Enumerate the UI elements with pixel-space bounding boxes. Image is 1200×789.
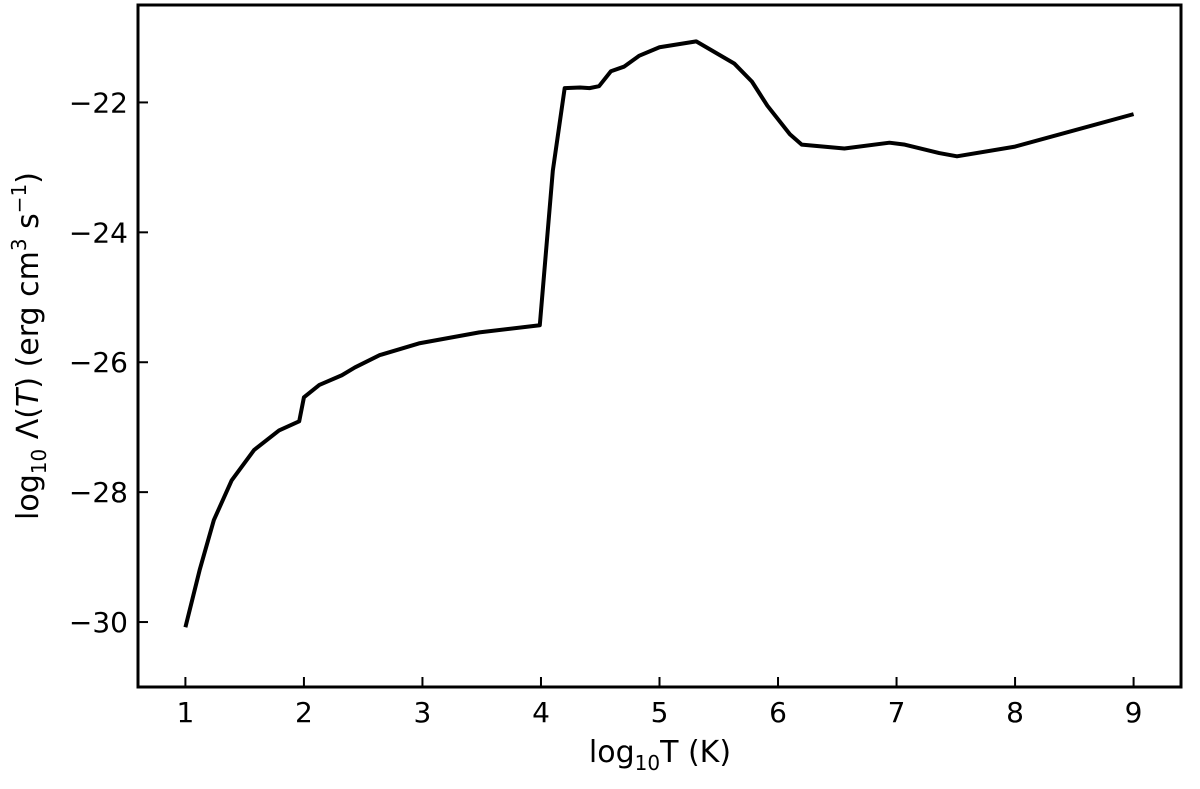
y-label-part: Λ( xyxy=(11,407,46,449)
x-tick-label: 9 xyxy=(1125,696,1143,729)
x-label-part: T (K) xyxy=(659,735,731,770)
x-label-part: log xyxy=(589,735,635,770)
x-tick-label: 1 xyxy=(176,696,194,729)
y-label-part: ) xyxy=(11,172,46,184)
y-axis-label: log10 Λ(T) (erg cm3 s−1) xyxy=(7,172,51,520)
y-label-part: 10 xyxy=(27,449,51,474)
x-axis-label: log10T (K) xyxy=(589,735,731,775)
y-label-part: −1 xyxy=(7,184,31,213)
y-label-part: s xyxy=(11,213,46,238)
y-tick-label: −30 xyxy=(69,606,128,639)
y-label-part: ) (erg cm xyxy=(11,251,46,389)
x-tick-label: 7 xyxy=(888,696,906,729)
plot-frame xyxy=(136,3,1183,689)
x-tick-label: 8 xyxy=(1006,696,1024,729)
x-tick-label: 3 xyxy=(414,696,432,729)
x-label-part: 10 xyxy=(635,751,660,775)
y-label-part: log xyxy=(11,474,46,520)
y-tick-label: −24 xyxy=(69,216,128,249)
data-line xyxy=(183,39,1135,628)
y-tick-label: −22 xyxy=(69,86,128,119)
x-tick-label: 5 xyxy=(651,696,669,729)
y-label-part: 3 xyxy=(7,238,31,251)
y-label-part: T xyxy=(11,386,46,407)
y-tick-label: −28 xyxy=(69,476,128,509)
x-tick-label: 4 xyxy=(532,696,550,729)
y-tick-label: −26 xyxy=(69,346,128,379)
x-tick-label: 2 xyxy=(295,696,313,729)
x-tick-label: 6 xyxy=(769,696,787,729)
